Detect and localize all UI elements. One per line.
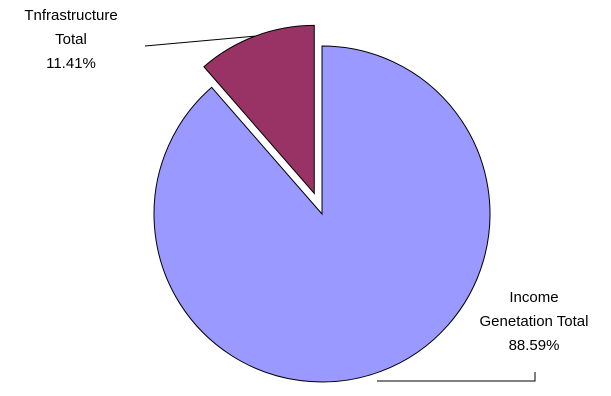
leader-line-income — [377, 372, 536, 382]
slice-label-income: Income Genetation Total 88.59% — [457, 286, 611, 358]
slice-percent-infrastructure: 11.41% — [46, 55, 96, 72]
pie-slices — [153, 24, 491, 383]
pie-slice-infrastructure — [203, 24, 315, 195]
slice-label-infrastructure: Tnfrastructure Total 11.41% — [0, 4, 142, 76]
slice-label-infrastructure-line1: Tnfrastructure — [24, 7, 118, 24]
leader-line-infrastructure — [144, 35, 256, 47]
slice-label-infrastructure-line2: Total — [55, 31, 87, 48]
slice-percent-income: 88.59% — [508, 337, 560, 354]
leader-lines — [144, 35, 536, 382]
slice-label-income-line1: Income — [509, 289, 559, 306]
slice-label-income-line2: Genetation Total — [479, 313, 589, 330]
pie-slice-income — [153, 45, 491, 383]
